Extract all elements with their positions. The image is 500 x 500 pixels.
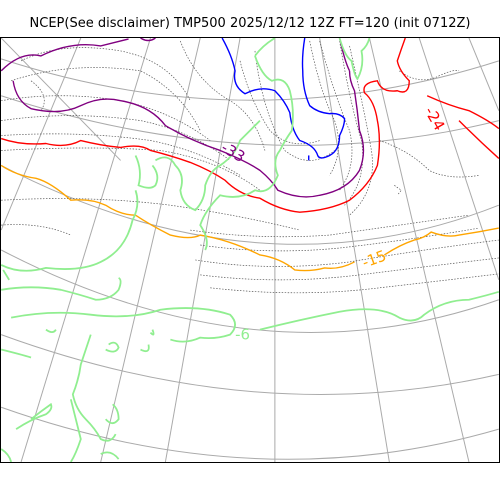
contour-label-minus24: -24 [421, 104, 449, 134]
map-title: NCEP(See disclaimer) TMP500 2025/12/12 1… [29, 16, 471, 31]
contour-line-blue [221, 38, 346, 159]
temperature-map: -33 -24 -15 -6 [1, 38, 499, 462]
longitude-gridlines [1, 38, 499, 462]
map-frame: -33 -24 -15 -6 [0, 37, 500, 463]
contour-label-minus6: -6 [235, 326, 250, 344]
contour-label-minus15: -15 [360, 246, 389, 271]
contour-line-minus33 [1, 38, 365, 198]
contour-lines-minus6 [1, 38, 499, 462]
contour-line-minus24 [1, 38, 499, 213]
latitude-gridlines [1, 58, 499, 460]
contour-line-minus15 [1, 164, 499, 272]
dotted-contours [1, 40, 499, 294]
